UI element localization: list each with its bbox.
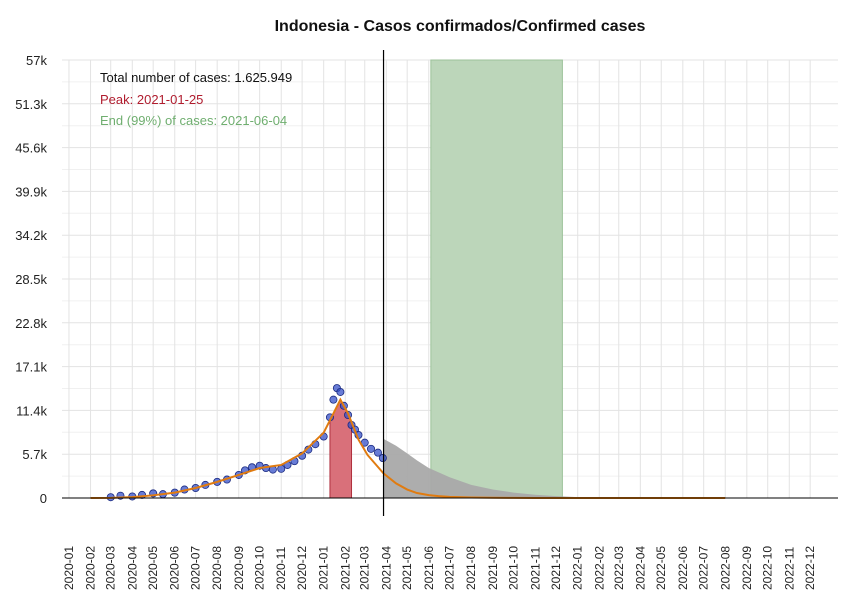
- projection-area: [383, 438, 578, 498]
- x-tick-label: 2022-01: [571, 546, 585, 590]
- x-tick-label: 2020-12: [295, 546, 309, 590]
- x-tick-labels: 2020-01 2020-02 2020-03 2020-04 2020-05 2020-…: [62, 546, 817, 590]
- x-tick-label: 2021-08: [464, 546, 478, 590]
- total-cases-annotation: Total number of cases: 1.625.949: [100, 70, 292, 85]
- y-tick-label: 17.1k: [15, 360, 47, 375]
- x-tick-label: 2020-11: [274, 547, 288, 590]
- observed-point: [367, 444, 376, 453]
- y-tick-label: 0: [40, 491, 47, 506]
- x-tick-label: 2020-09: [232, 546, 246, 590]
- x-tick-label: 2022-02: [592, 546, 606, 590]
- x-tick-label: 2022-10: [761, 546, 775, 590]
- chart-title: Indonesia - Casos confirmados/Confirmed …: [275, 18, 646, 35]
- end-of-cases-band: [430, 59, 563, 499]
- x-tick-label: 2020-10: [253, 546, 267, 590]
- x-tick-label: 2020-05: [146, 546, 160, 590]
- y-tick-label: 5.7k: [22, 447, 47, 462]
- observed-point: [336, 387, 345, 396]
- y-tick-label: 11.4k: [16, 403, 47, 418]
- y-tick-label: 51.3k: [15, 97, 47, 112]
- observed-point: [329, 395, 338, 404]
- x-tick-label: 2020-06: [168, 546, 182, 590]
- x-tick-label: 2020-08: [210, 546, 224, 590]
- x-tick-label: 2022-11: [782, 547, 796, 590]
- x-tick-label: 2020-01: [62, 546, 76, 590]
- x-tick-label: 2021-06: [422, 546, 436, 590]
- x-tick-label: 2021-05: [400, 546, 414, 590]
- x-tick-label: 2022-12: [803, 546, 817, 590]
- x-tick-label: 2021-07: [443, 546, 457, 590]
- x-tick-label: 2020-03: [104, 546, 118, 590]
- x-tick-label: 2020-07: [189, 546, 203, 590]
- x-tick-label: 2021-12: [549, 546, 563, 590]
- y-tick-label: 34.2k: [15, 228, 47, 243]
- x-tick-label: 2022-08: [718, 546, 732, 590]
- y-tick-label: 22.8k: [15, 316, 47, 331]
- y-tick-label: 28.5k: [15, 272, 47, 287]
- peak-annotation: Peak: 2021-01-25: [100, 92, 203, 107]
- x-tick-label: 2022-05: [654, 546, 668, 590]
- x-tick-label: 2022-07: [697, 546, 711, 590]
- x-tick-label: 2022-03: [612, 546, 626, 590]
- annotations: Total number of cases: 1.625.949 Peak: 2…: [100, 70, 292, 128]
- x-tick-label: 2021-01: [317, 546, 331, 590]
- observed-point: [373, 448, 382, 457]
- x-tick-label: 2021-02: [338, 546, 352, 590]
- end-annotation: End (99%) of cases: 2021-06-04: [100, 113, 287, 128]
- x-tick-label: 2022-09: [740, 546, 754, 590]
- x-tick-label: 2020-04: [125, 546, 139, 590]
- x-tick-label: 2020-02: [84, 546, 98, 590]
- x-tick-label: 2021-10: [507, 546, 521, 590]
- projection-area-layer: [383, 438, 578, 498]
- y-tick-labels: 0 5.7k 11.4k 17.1k 22.8k 28.5k 34.2k 39.9k 45.6k…: [15, 53, 47, 506]
- x-tick-label: 2021-09: [486, 546, 500, 590]
- y-tick-label: 39.9k: [15, 184, 47, 199]
- observed-point: [378, 454, 387, 463]
- x-tick-label: 2021-11: [528, 547, 542, 590]
- y-tick-label: 57k: [26, 53, 47, 68]
- x-tick-label: 2021-04: [379, 546, 393, 590]
- x-tick-label: 2022-06: [676, 546, 690, 590]
- y-tick-label: 45.6k: [15, 141, 47, 156]
- x-tick-label: 2022-04: [633, 546, 647, 590]
- axis-layer: [62, 50, 838, 516]
- x-tick-label: 2021-03: [358, 546, 372, 590]
- band-layer: [329, 59, 563, 499]
